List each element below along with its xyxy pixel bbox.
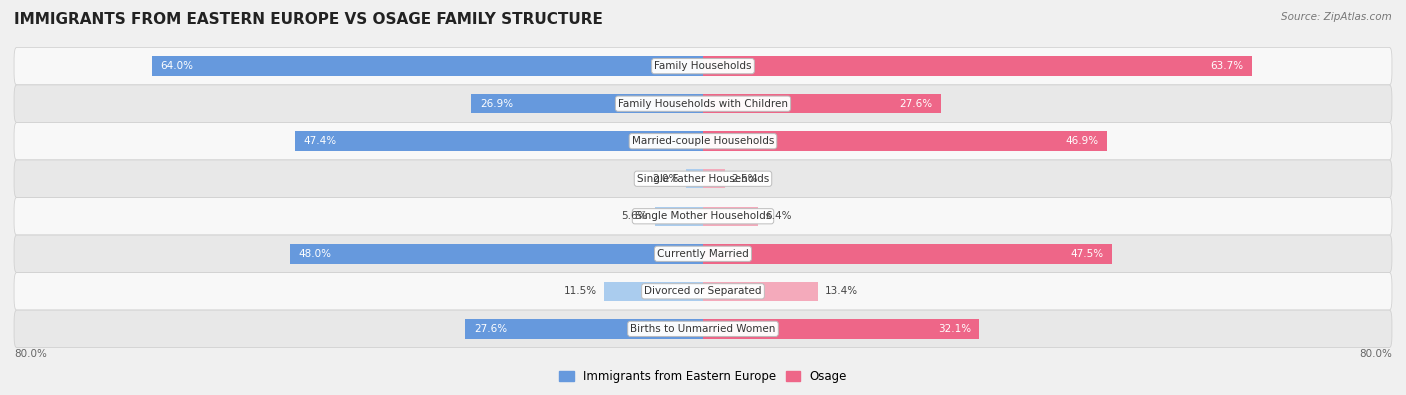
Text: 46.9%: 46.9% [1066,136,1098,146]
Bar [295,132,703,151]
Text: Married-couple Households: Married-couple Households [631,136,775,146]
Text: 48.0%: 48.0% [298,249,332,259]
Bar [686,169,703,188]
FancyBboxPatch shape [14,122,1392,160]
Text: 27.6%: 27.6% [898,99,932,109]
FancyBboxPatch shape [14,160,1392,198]
Text: 80.0%: 80.0% [1360,350,1392,359]
Bar [703,207,758,226]
Text: 80.0%: 80.0% [14,350,46,359]
Text: Divorced or Separated: Divorced or Separated [644,286,762,296]
Legend: Immigrants from Eastern Europe, Osage: Immigrants from Eastern Europe, Osage [555,367,851,387]
FancyBboxPatch shape [14,310,1392,348]
Text: 27.6%: 27.6% [474,324,508,334]
Text: Source: ZipAtlas.com: Source: ZipAtlas.com [1281,12,1392,22]
Text: Births to Unmarried Women: Births to Unmarried Women [630,324,776,334]
Text: 2.0%: 2.0% [652,174,679,184]
Text: 64.0%: 64.0% [160,61,194,71]
Text: IMMIGRANTS FROM EASTERN EUROPE VS OSAGE FAMILY STRUCTURE: IMMIGRANTS FROM EASTERN EUROPE VS OSAGE … [14,12,603,27]
FancyBboxPatch shape [14,198,1392,235]
FancyBboxPatch shape [14,235,1392,273]
Bar [703,244,1112,263]
Text: 47.5%: 47.5% [1070,249,1104,259]
Bar [703,319,980,339]
Text: 32.1%: 32.1% [938,324,970,334]
FancyBboxPatch shape [14,85,1392,122]
Bar [152,56,703,76]
Text: 47.4%: 47.4% [304,136,336,146]
Text: 6.4%: 6.4% [765,211,792,221]
Text: Currently Married: Currently Married [657,249,749,259]
Text: Single Father Households: Single Father Households [637,174,769,184]
Text: 13.4%: 13.4% [825,286,859,296]
Text: 2.5%: 2.5% [731,174,758,184]
Text: 5.6%: 5.6% [621,211,648,221]
Bar [655,207,703,226]
Text: 11.5%: 11.5% [564,286,598,296]
Text: 63.7%: 63.7% [1209,61,1243,71]
Bar [290,244,703,263]
Bar [703,169,724,188]
FancyBboxPatch shape [14,273,1392,310]
Bar [703,282,818,301]
Bar [465,319,703,339]
Text: Single Mother Households: Single Mother Households [636,211,770,221]
Bar [703,56,1251,76]
Bar [703,94,941,113]
Bar [471,94,703,113]
Text: Family Households: Family Households [654,61,752,71]
FancyBboxPatch shape [14,47,1392,85]
Bar [605,282,703,301]
Text: Family Households with Children: Family Households with Children [619,99,787,109]
Bar [703,132,1107,151]
Text: 26.9%: 26.9% [479,99,513,109]
